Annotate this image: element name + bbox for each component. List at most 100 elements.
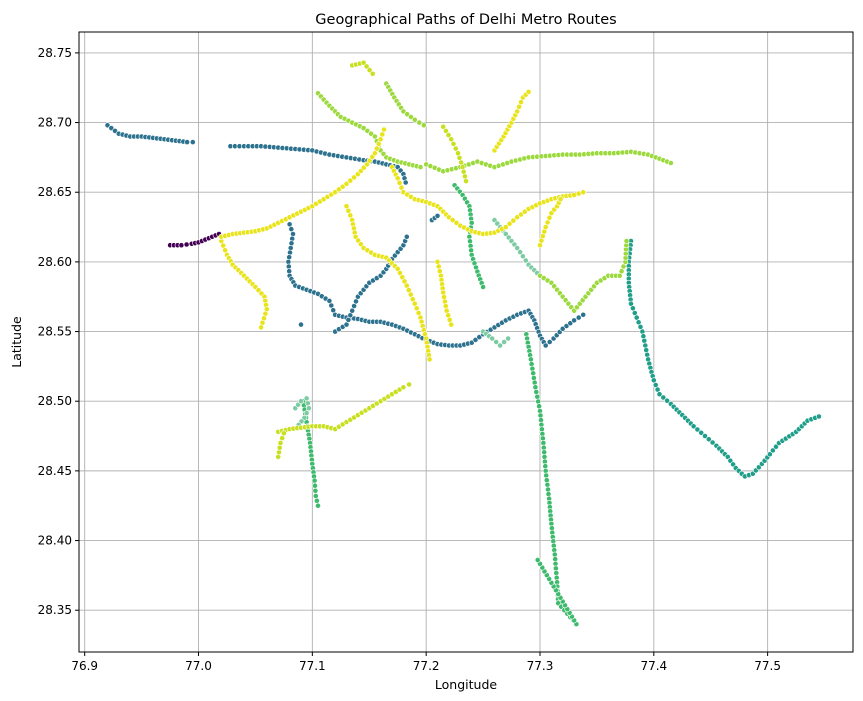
route-point [288, 240, 295, 247]
route-point [453, 219, 460, 226]
y-tick-label: 28.70 [38, 116, 72, 130]
route-point [542, 463, 549, 470]
route-point [343, 180, 350, 187]
route-point [288, 226, 295, 232]
route-point [544, 481, 551, 488]
x-tick-label: 77.4 [640, 659, 667, 673]
route-point [420, 122, 427, 129]
plot-frame [78, 31, 854, 653]
x-tick-label: 77.0 [185, 659, 212, 673]
route-point [379, 131, 386, 138]
x-tick-label: 77.3 [527, 659, 554, 673]
route-point [694, 426, 701, 433]
route-point [530, 370, 537, 377]
route-point [450, 140, 457, 147]
route-point [440, 123, 447, 130]
route-point [442, 303, 449, 309]
route-point [363, 63, 370, 70]
route-point [303, 410, 310, 416]
route-point [434, 212, 441, 219]
route-point [366, 67, 373, 73]
route-point [311, 477, 318, 484]
route-point [557, 196, 564, 203]
route-point [559, 325, 566, 332]
route-point [575, 314, 582, 321]
route-point [445, 132, 452, 138]
route-point [408, 114, 414, 120]
route-point [332, 189, 338, 196]
route-point [347, 177, 354, 184]
route-point [497, 342, 503, 349]
route-point [452, 145, 459, 152]
route-point [506, 220, 513, 227]
route-point [285, 263, 292, 270]
axis-ticks: 76.9 77.0 77.1 77.2 77.3 77.4 77.5 28.35 28.40 28… [38, 46, 781, 673]
route-point [312, 487, 319, 494]
route-point [112, 127, 118, 134]
route-point [643, 347, 650, 353]
route-point [540, 440, 547, 446]
route-point [472, 336, 479, 343]
route-point [528, 356, 534, 363]
x-tick-label: 77.1 [299, 659, 326, 673]
route-point [532, 384, 539, 391]
route-point [518, 211, 524, 218]
route-point [553, 570, 560, 576]
route-point [514, 245, 521, 251]
route-point [816, 413, 822, 420]
route-point [656, 391, 663, 398]
route-point [369, 70, 376, 77]
route-point [580, 311, 587, 318]
route-point [448, 136, 455, 143]
route-point [445, 214, 452, 221]
route-point [660, 394, 667, 401]
route-point [644, 351, 651, 358]
route-point [104, 122, 111, 129]
y-tick-label: 28.40 [38, 534, 72, 548]
route-point [435, 263, 442, 270]
route-point [411, 116, 418, 123]
y-tick-label: 28.45 [38, 464, 72, 478]
route-point [279, 435, 286, 441]
route-point [567, 320, 574, 327]
route-point [580, 189, 587, 196]
route-point [258, 324, 264, 331]
route-point [623, 238, 630, 244]
route-point [381, 126, 387, 133]
route-point [493, 339, 500, 345]
route-point [514, 214, 521, 221]
route-point [641, 337, 648, 344]
route-point [286, 254, 293, 261]
route-point [406, 381, 412, 388]
route-point [313, 497, 320, 504]
route-point [521, 208, 528, 215]
route-point [442, 127, 449, 134]
route-point [448, 321, 455, 328]
route-point [312, 493, 319, 499]
route-point [468, 339, 475, 346]
route-point [449, 217, 456, 223]
route-point [664, 397, 670, 404]
route-point [303, 395, 310, 402]
route-point [463, 178, 469, 184]
route-point [440, 289, 447, 296]
route-point [351, 174, 357, 181]
route-point [541, 453, 548, 460]
route-point [536, 403, 542, 410]
route-point [510, 217, 517, 224]
route-point [459, 164, 466, 170]
route-point [542, 342, 549, 349]
route-point [535, 398, 542, 405]
route-point [178, 242, 185, 249]
route-point [184, 139, 190, 145]
y-tick-label: 28.35 [38, 603, 72, 617]
route-point [368, 130, 374, 137]
y-tick-label: 28.75 [38, 46, 72, 60]
route-point [489, 335, 496, 342]
x-tick-label: 77.5 [754, 659, 781, 673]
route-point [402, 179, 409, 186]
route-point [312, 482, 318, 489]
x-tick-label: 77.2 [413, 659, 440, 673]
route-point [563, 323, 570, 329]
